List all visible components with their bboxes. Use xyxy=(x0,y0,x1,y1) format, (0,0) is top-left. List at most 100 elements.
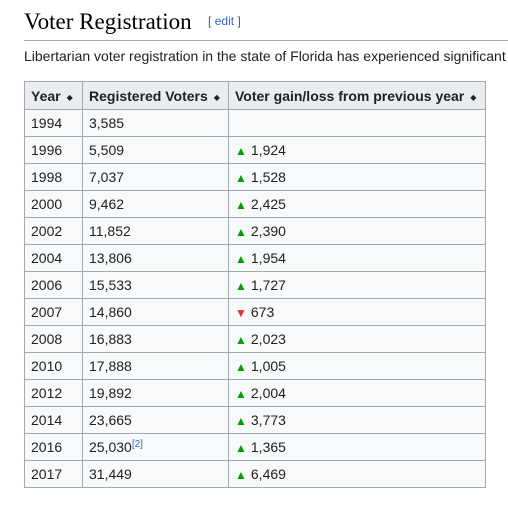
sort-both-icon[interactable]: ◆ xyxy=(66,92,73,102)
registered-voters-value: 11,852 xyxy=(89,223,131,239)
voter-change-cell: ▲ 1,924 xyxy=(228,136,486,164)
increase-triangle-icon: ▲ xyxy=(235,198,247,212)
year-cell: 2007 xyxy=(24,298,83,326)
voter-change-cell: ▲ 2,023 xyxy=(228,325,486,353)
registered-voters-value: 17,888 xyxy=(89,358,132,374)
year-cell: 2010 xyxy=(24,352,83,380)
voter-change-cell: ▲ 3,773 xyxy=(228,406,486,434)
voter-change-value: 2,004 xyxy=(250,385,286,401)
increase-triangle-icon: ▲ xyxy=(235,171,247,185)
registered-voters-value: 3,585 xyxy=(89,115,125,131)
registered-voters-cell: 23,665 xyxy=(82,406,229,434)
voter-change-value: 1,954 xyxy=(250,250,286,266)
voter-change-cell: ▲ 1,727 xyxy=(228,271,486,299)
registered-voters-value: 15,533 xyxy=(89,277,132,293)
table-row: 2000 9,462 ▲ 2,425 xyxy=(24,190,486,218)
year-cell: 2017 xyxy=(24,460,83,488)
year-cell: 2008 xyxy=(24,325,83,353)
table-row: 1994 3,585 xyxy=(24,109,486,137)
voter-change-value: 3,773 xyxy=(250,412,286,428)
voter-change-cell: ▲ 2,390 xyxy=(228,217,486,245)
increase-triangle-icon: ▲ xyxy=(235,414,247,428)
table-body: 1994 3,585 1996 5,509 ▲ 1,924 1998 7,037 ▲ 1,528 2… xyxy=(24,109,486,488)
voter-change-value: 1,528 xyxy=(250,169,286,185)
registered-voters-cell: 15,533 xyxy=(82,271,229,299)
voter-change-cell: ▲ 1,528 xyxy=(228,163,486,191)
voter-change-cell: ▲ 1,954 xyxy=(228,244,486,272)
voter-change-value: 1,365 xyxy=(250,439,286,455)
voter-change-cell: ▲ 1,005 xyxy=(228,352,486,380)
voter-change-value: 2,390 xyxy=(250,223,286,239)
decrease-triangle-icon: ▼ xyxy=(235,306,247,320)
section-title: Voter Registration xyxy=(24,9,192,34)
column-header-voter-gain-loss[interactable]: Voter gain/loss from previous year ◆ xyxy=(228,81,486,110)
section-heading: Voter Registration [ edit ] xyxy=(24,6,508,41)
registered-voters-cell: 14,860 xyxy=(82,298,229,326)
voter-change-value: 1,727 xyxy=(250,277,286,293)
year-cell: 1996 xyxy=(24,136,83,164)
increase-triangle-icon: ▲ xyxy=(235,225,247,239)
sort-both-icon[interactable]: ◆ xyxy=(213,92,220,102)
table-row: 2002 11,852 ▲ 2,390 xyxy=(24,217,486,245)
edit-section: [ edit ] xyxy=(208,14,241,28)
table-row: 2004 13,806 ▲ 1,954 xyxy=(24,244,486,272)
registered-voters-cell: 11,852 xyxy=(82,217,229,245)
table-row: 2007 14,860 ▼ 673 xyxy=(24,298,486,326)
year-cell: 2002 xyxy=(24,217,83,245)
table-row: 2006 15,533 ▲ 1,727 xyxy=(24,271,486,299)
registered-voters-cell: 17,888 xyxy=(82,352,229,380)
registered-voters-value: 13,806 xyxy=(89,250,132,266)
table-row: 2016 25,030[2] ▲ 1,365 xyxy=(24,433,486,461)
registered-voters-cell: 5,509 xyxy=(82,136,229,164)
registered-voters-cell: 13,806 xyxy=(82,244,229,272)
registered-voters-cell: 7,037 xyxy=(82,163,229,191)
table-row: 1996 5,509 ▲ 1,924 xyxy=(24,136,486,164)
voter-change-value: 1,924 xyxy=(250,142,286,158)
registered-voters-cell: 9,462 xyxy=(82,190,229,218)
registered-voters-value: 7,037 xyxy=(89,169,125,185)
intro-paragraph: Libertarian voter registration in the st… xyxy=(24,48,506,64)
year-cell: 2004 xyxy=(24,244,83,272)
voter-registration-table: Year ◆ Registered Voters ◆ Voter gain/loss… xyxy=(24,81,486,488)
increase-triangle-icon: ▲ xyxy=(235,387,247,401)
voter-change-cell: ▲ 2,425 xyxy=(228,190,486,218)
registered-voters-cell: 16,883 xyxy=(82,325,229,353)
registered-voters-cell: 31,449 xyxy=(82,460,229,488)
table-row: 1998 7,037 ▲ 1,528 xyxy=(24,163,486,191)
registered-voters-value: 31,449 xyxy=(89,466,132,482)
voter-change-cell: ▼ 673 xyxy=(228,298,486,326)
column-header-registered-voters[interactable]: Registered Voters ◆ xyxy=(82,81,229,110)
table-row: 2012 19,892 ▲ 2,004 xyxy=(24,379,486,407)
voter-change-cell: ▲ 2,004 xyxy=(228,379,486,407)
voter-change-value: 2,023 xyxy=(250,331,286,347)
increase-triangle-icon: ▲ xyxy=(235,279,247,293)
year-cell: 2012 xyxy=(24,379,83,407)
increase-triangle-icon: ▲ xyxy=(235,252,247,266)
voter-change-cell: ▲ 6,469 xyxy=(228,460,486,488)
year-cell: 2016 xyxy=(24,433,83,461)
registered-voters-cell: 19,892 xyxy=(82,379,229,407)
year-cell: 1998 xyxy=(24,163,83,191)
increase-triangle-icon: ▲ xyxy=(235,144,247,158)
voter-change-value: 6,469 xyxy=(250,466,286,482)
registered-voters-value: 5,509 xyxy=(89,142,125,158)
table-row: 2014 23,665 ▲ 3,773 xyxy=(24,406,486,434)
edit-link[interactable]: edit xyxy=(214,14,235,28)
table-row: 2008 16,883 ▲ 2,023 xyxy=(24,325,486,353)
reference-link[interactable]: [2] xyxy=(131,439,143,450)
year-cell: 2006 xyxy=(24,271,83,299)
year-cell: 2000 xyxy=(24,190,83,218)
table-row: 2010 17,888 ▲ 1,005 xyxy=(24,352,486,380)
voter-change-cell: ▲ 1,365 xyxy=(228,433,486,461)
column-header-year[interactable]: Year ◆ xyxy=(24,81,83,110)
increase-triangle-icon: ▲ xyxy=(235,360,247,374)
voter-change-value: 673 xyxy=(250,304,275,320)
increase-triangle-icon: ▲ xyxy=(235,333,247,347)
registered-voters-value: 9,462 xyxy=(89,196,125,212)
sort-both-icon[interactable]: ◆ xyxy=(470,92,477,102)
registered-voters-value: 23,665 xyxy=(89,412,132,428)
voter-change-value: 1,005 xyxy=(250,358,286,374)
voter-change-value: 2,425 xyxy=(250,196,286,212)
registered-voters-cell: 3,585 xyxy=(82,109,229,137)
table-header-row: Year ◆ Registered Voters ◆ Voter gain/loss… xyxy=(24,81,486,110)
